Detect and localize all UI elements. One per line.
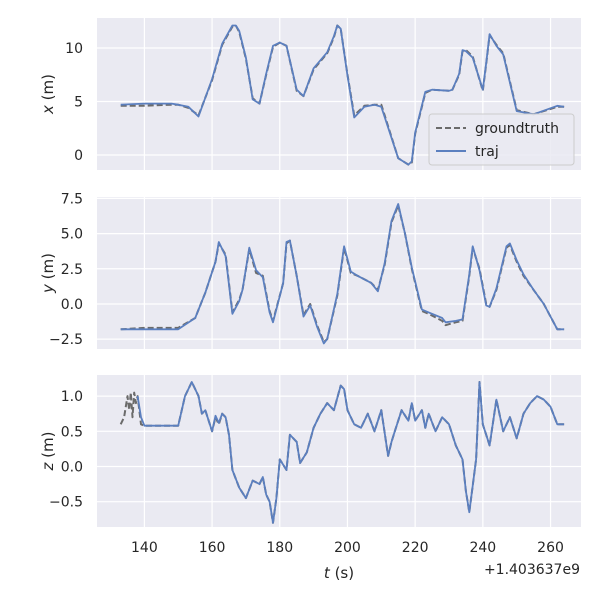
x-tick-label-160: 160 [199, 540, 226, 556]
panel-x-y-axis-label-var: x [39, 105, 57, 115]
panel-z-y-tick-label-3: 1.0 [61, 389, 83, 405]
x-axis-label: t (s) [324, 564, 354, 582]
panel-y-y-axis-label-var: y [39, 283, 57, 294]
panel-y-y-tick-label-4: 7.5 [61, 191, 83, 207]
panel-y-y-axis-label-unit: (m) [39, 253, 57, 284]
panel-z-y-tick-label-1: 0.0 [61, 459, 83, 475]
panel-x: 0 5 10 x (m) [39, 18, 581, 170]
panel-y-y-axis-label: y (m) [39, 253, 57, 294]
panel-y-y-tick-label-0: −2.5 [49, 332, 83, 348]
panel-y-series-traj [120, 203, 565, 345]
x-axis-label-unit: (s) [330, 564, 354, 582]
panel-z-y-tick-label-0: −0.5 [49, 495, 83, 511]
panel-z-y-axis-label-unit: (m) [39, 432, 57, 463]
legend: groundtruth traj [428, 113, 575, 166]
legend-box [428, 113, 575, 166]
panel-y-y-tick-label-3: 5.0 [61, 227, 83, 243]
legend-groundtruth-label: groundtruth [475, 121, 559, 137]
panel-z-series-traj [136, 381, 565, 524]
x-tick-label-180: 180 [266, 540, 293, 556]
x-tick-label-200: 200 [334, 540, 361, 556]
panel-y-background [97, 197, 581, 349]
panel-x-series-traj [120, 24, 565, 166]
panel-x-y-tick-label-0: 0 [74, 148, 83, 164]
panel-y: −2.5 0.0 2.5 5.0 7.5 y (m) [39, 191, 581, 349]
panel-x-y-axis-label-unit: (m) [39, 74, 57, 105]
panel-x-y-tick-label-1: 5 [74, 94, 83, 110]
panel-x-y-tick-label-2: 10 [65, 41, 83, 57]
panel-z-y-axis-label-var: z [39, 461, 57, 471]
panel-z-y-axis-label: z (m) [39, 432, 57, 472]
panels: 0 5 10 x (m) −2.5 0.0 2.5 5.0 7.5 y (m) 140 160 180 2… [39, 18, 581, 556]
panel-z: 140 160 180 200 220 240 260 −0.5 0.0 0.5 1.0 z (m) [39, 375, 581, 556]
panel-z-y-tick-label-2: 0.5 [61, 424, 83, 440]
panel-y-y-tick-label-2: 2.5 [61, 262, 83, 278]
x-axis-offset-label: +1.403637e9 [484, 562, 580, 578]
x-tick-label-260: 260 [537, 540, 564, 556]
panel-x-y-axis-label: x (m) [39, 74, 57, 115]
x-tick-label-220: 220 [402, 540, 429, 556]
x-axis-label-var: t [324, 564, 331, 582]
legend-traj-label: traj [475, 144, 499, 160]
panel-y-y-tick-label-1: 0.0 [61, 297, 83, 313]
panel-z-background [97, 375, 581, 527]
x-tick-label-240: 240 [469, 540, 496, 556]
x-tick-label-140: 140 [131, 540, 158, 556]
